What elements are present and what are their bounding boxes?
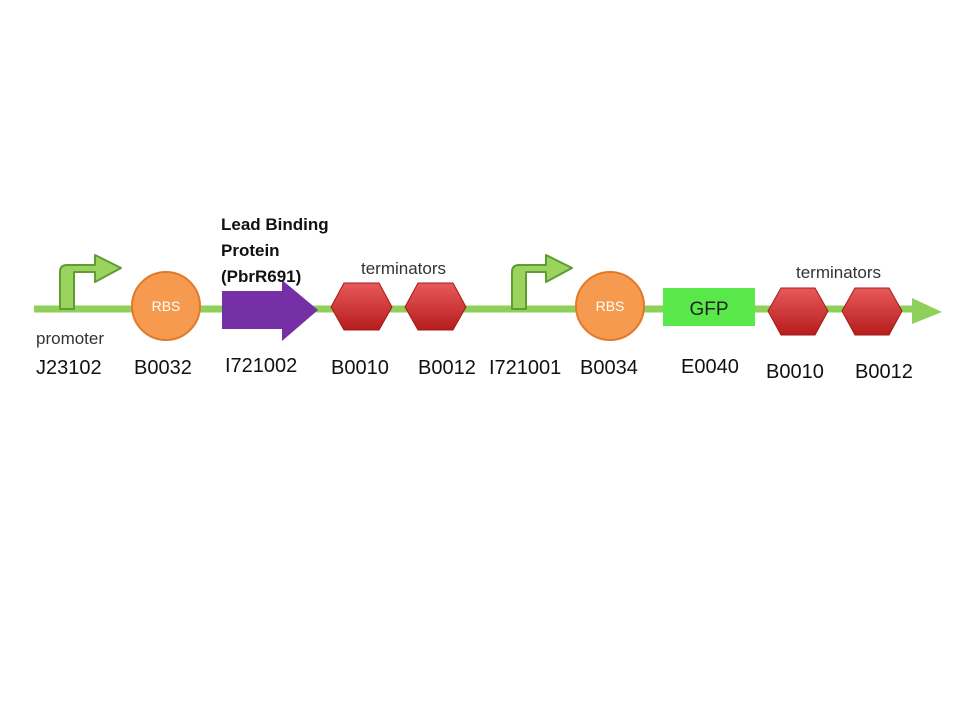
gfp-reporter-box xyxy=(663,288,755,326)
part-code: B0012 xyxy=(855,361,913,383)
cds-arrow-icon xyxy=(222,280,318,341)
terminators-group-label: terminators xyxy=(796,263,881,282)
part-code: I721001 xyxy=(489,357,561,379)
cds-title-line-3: (PbrR691) xyxy=(221,267,301,286)
part-code: I721002 xyxy=(225,355,297,377)
rbs-circle xyxy=(131,271,201,341)
part-code: E0040 xyxy=(681,356,739,378)
part-code: B0032 xyxy=(134,357,192,379)
cds-title-line-2: Protein xyxy=(221,241,280,260)
terminator-hexagon-icon xyxy=(767,287,829,336)
part-code: B0034 xyxy=(580,357,638,379)
part-code: B0012 xyxy=(418,357,476,379)
gfp-label: GFP xyxy=(689,299,728,320)
rbs-circle xyxy=(575,271,645,341)
part-code: B0010 xyxy=(331,357,389,379)
terminator-hexagon-icon xyxy=(330,282,393,331)
rbs-label: RBS xyxy=(596,298,625,314)
part-code: B0010 xyxy=(766,361,824,383)
promoter-label: promoter xyxy=(36,329,104,348)
promoter-arrow-icon xyxy=(511,254,573,310)
rbs-label: RBS xyxy=(152,298,181,314)
promoter-arrow-icon xyxy=(59,254,122,310)
terminator-hexagon-icon xyxy=(841,287,903,336)
backbone-arrowhead xyxy=(912,298,942,324)
terminators-group-label: terminators xyxy=(361,259,446,278)
cds-title-line-1: Lead Binding xyxy=(221,215,329,234)
part-code: J23102 xyxy=(36,357,102,379)
terminator-hexagon-icon xyxy=(404,282,467,331)
